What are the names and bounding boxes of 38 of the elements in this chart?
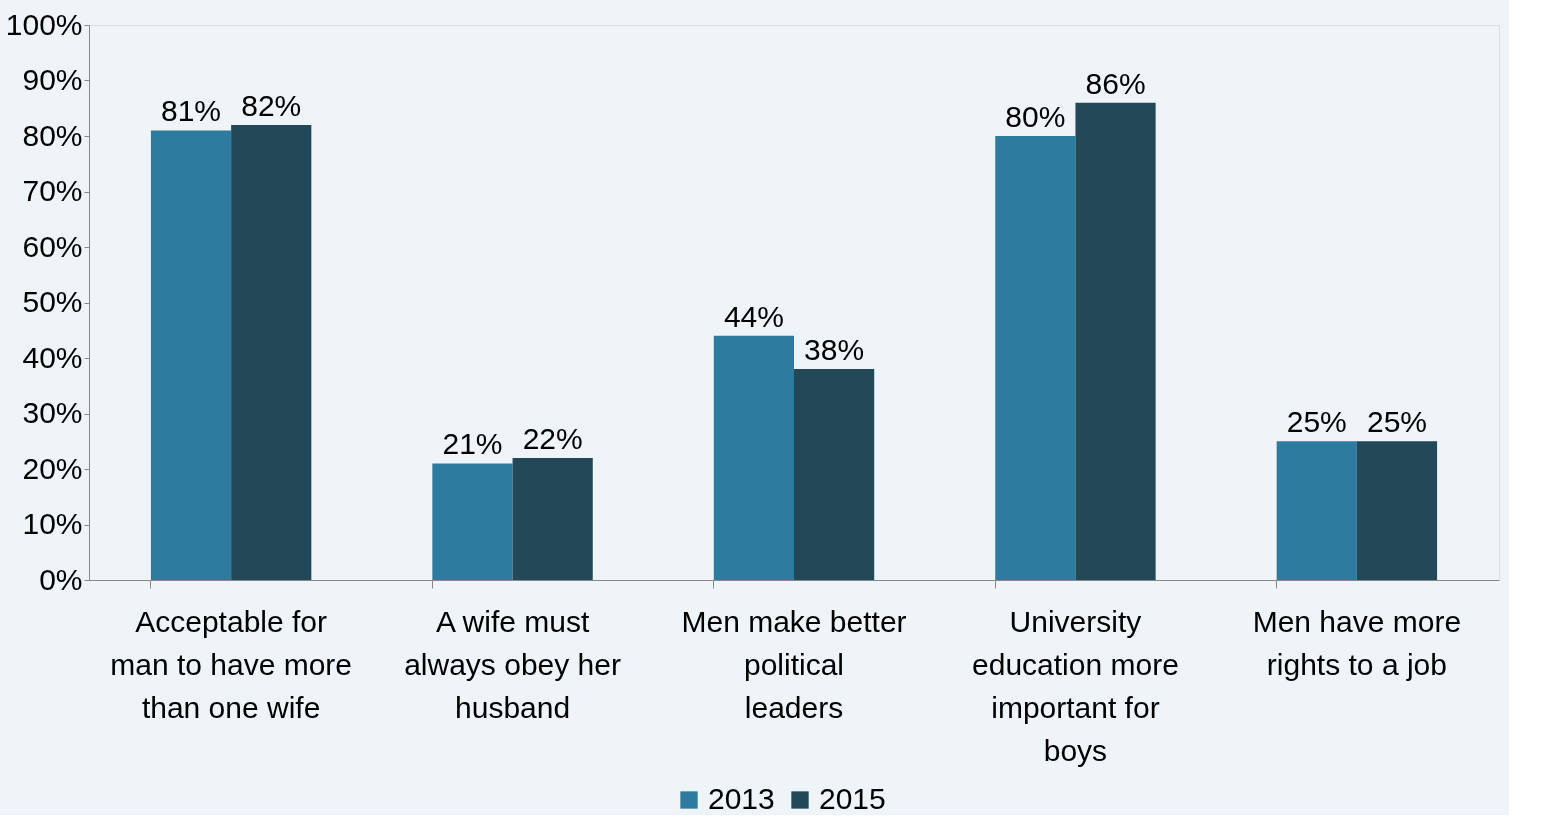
bar — [1276, 441, 1357, 580]
data-label: 25% — [1366, 405, 1427, 439]
y-tick-label: 40% — [22, 340, 83, 374]
y-tick-label: 100% — [5, 7, 83, 41]
y-tick-label: 50% — [22, 285, 83, 318]
y-tick-label: 0% — [39, 562, 83, 596]
legend-label: 2015 — [819, 782, 886, 815]
legend-label: 2013 — [708, 782, 775, 815]
bar — [150, 130, 232, 580]
data-label: 21% — [442, 427, 503, 461]
y-tick-label: 30% — [22, 396, 83, 429]
bar — [1356, 441, 1438, 580]
x-tick-label: University education more important for boys — [972, 605, 1179, 767]
bar — [995, 136, 1076, 580]
bar — [231, 124, 312, 580]
x-tick-label: Men have more rights to a job — [1252, 605, 1462, 681]
bar — [794, 369, 875, 580]
data-label: 86% — [1085, 66, 1146, 100]
data-label: 38% — [804, 333, 865, 367]
x-tick-label: Acceptable for man to have more than one wife — [110, 605, 353, 724]
data-label: 22% — [522, 421, 583, 455]
data-label: 81% — [161, 94, 222, 128]
bar — [432, 463, 513, 580]
y-tick-label: 60% — [22, 229, 83, 263]
x-tick-label: A wife must always obey her husband — [404, 605, 621, 724]
y-tick-label: 90% — [22, 63, 83, 96]
data-label: 82% — [241, 88, 302, 122]
y-tick-label: 70% — [22, 174, 83, 207]
y-tick-label: 80% — [22, 118, 83, 152]
bar — [512, 457, 593, 580]
data-label: 25% — [1286, 405, 1347, 439]
bar — [713, 335, 794, 580]
data-label: 80% — [1005, 100, 1066, 133]
x-tick-label: Men make better political leaders — [681, 605, 907, 724]
y-tick-label: 10% — [22, 507, 83, 540]
y-tick-label: 20% — [22, 451, 83, 485]
data-label: 44% — [723, 299, 784, 333]
bar — [1075, 102, 1156, 580]
